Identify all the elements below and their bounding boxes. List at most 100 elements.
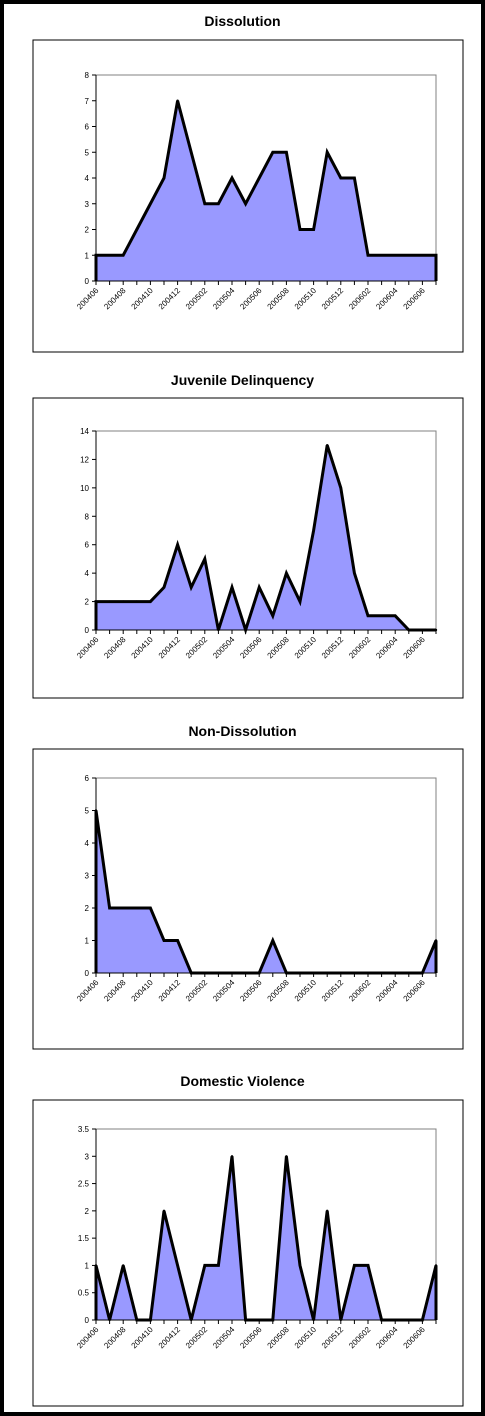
data-point — [176, 543, 179, 546]
plot-frame — [96, 777, 437, 973]
chart-box — [32, 397, 464, 699]
data-point — [421, 254, 424, 257]
y-tick-label: 2 — [85, 598, 90, 607]
data-point — [122, 1264, 125, 1267]
data-point — [135, 906, 138, 910]
plot-frame — [96, 430, 437, 630]
data-point — [162, 176, 166, 180]
data-point — [108, 254, 111, 257]
data-point — [230, 1155, 234, 1158]
plot-frame — [96, 1128, 437, 1320]
data-point — [149, 202, 152, 205]
y-tick-label: 4 — [85, 174, 90, 183]
data-point — [176, 939, 179, 942]
data-point — [258, 176, 261, 180]
data-point — [203, 1264, 206, 1267]
data-point — [394, 614, 397, 617]
area-fill — [96, 810, 436, 973]
data-point — [135, 228, 138, 231]
y-tick-label: 0.5 — [78, 1289, 90, 1298]
area-fill — [96, 100, 436, 281]
data-point — [434, 939, 438, 942]
data-point — [162, 939, 166, 942]
data-point — [108, 906, 111, 910]
y-tick-label: 12 — [80, 455, 89, 464]
y-tick-label: 2 — [85, 904, 90, 913]
y-tick-label: 1 — [85, 937, 90, 946]
y-tick-label: 0 — [85, 277, 90, 286]
data-point — [298, 600, 302, 603]
data-point — [326, 444, 329, 447]
data-point — [149, 600, 152, 603]
data-point — [380, 254, 383, 257]
y-tick-label: 0 — [85, 626, 90, 635]
area-fill — [96, 445, 436, 630]
y-tick-label: 5 — [85, 148, 90, 157]
data-point — [162, 586, 166, 589]
data-point — [380, 614, 383, 617]
data-point — [230, 176, 234, 180]
data-point — [217, 1264, 220, 1267]
data-point — [298, 228, 302, 231]
data-point — [176, 99, 179, 102]
y-tick-label: 8 — [85, 71, 90, 80]
y-tick-label: 6 — [85, 774, 90, 783]
y-tick-label: 2 — [85, 1207, 90, 1216]
series-line — [94, 100, 438, 281]
data-point — [149, 906, 152, 910]
chart-title: Dissolution — [204, 13, 280, 29]
data-point — [353, 1264, 356, 1267]
y-tick-label: 4 — [85, 839, 90, 848]
data-point — [217, 202, 220, 205]
data-point — [271, 614, 274, 617]
data-point — [407, 254, 410, 257]
y-tick-label: 2 — [85, 226, 90, 235]
data-point — [339, 486, 342, 490]
y-tick-label: 6 — [85, 541, 90, 550]
data-point — [271, 151, 274, 154]
y-tick-label: 0 — [85, 1316, 90, 1325]
data-point — [122, 600, 125, 603]
data-point — [298, 1264, 302, 1267]
y-tick-label: 14 — [80, 427, 89, 436]
data-point — [190, 151, 193, 154]
data-point — [285, 571, 288, 575]
data-point — [108, 600, 111, 603]
y-tick-label: 8 — [85, 512, 90, 521]
y-tick-label: 3 — [85, 200, 90, 209]
y-tick-label: 4 — [85, 569, 90, 578]
data-point — [230, 586, 234, 589]
y-tick-label: 3 — [85, 872, 90, 881]
data-point — [339, 176, 342, 180]
data-point — [135, 600, 138, 603]
y-tick-label: 3.5 — [78, 1125, 90, 1134]
chart-title: Non-Dissolution — [188, 723, 296, 739]
plot-frame — [96, 74, 437, 281]
y-tick-label: 2.5 — [78, 1180, 90, 1189]
data-point — [434, 254, 438, 257]
data-point — [285, 151, 288, 154]
data-point — [353, 176, 356, 180]
data-point — [285, 1155, 288, 1158]
data-point — [122, 906, 125, 910]
data-point — [244, 202, 247, 205]
data-point — [176, 1264, 179, 1267]
data-point — [434, 1264, 438, 1267]
data-point — [312, 529, 315, 532]
y-tick-label: 10 — [80, 484, 89, 493]
data-point — [271, 939, 274, 942]
chart-title: Juvenile Delinquency — [171, 372, 314, 388]
data-point — [326, 151, 329, 154]
y-tick-label: 1.5 — [78, 1234, 90, 1243]
y-tick-label: 1 — [85, 1261, 90, 1270]
y-tick-label: 1 — [85, 251, 90, 260]
y-tick-label: 0 — [85, 969, 90, 978]
y-tick-label: 6 — [85, 123, 90, 132]
data-point — [203, 202, 206, 205]
data-point — [203, 557, 206, 561]
